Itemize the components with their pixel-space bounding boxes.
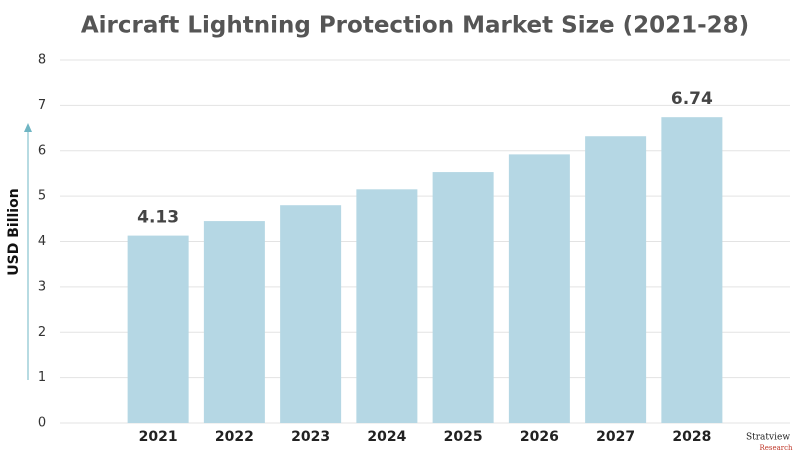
bar — [508, 154, 570, 423]
value-label: 6.74 — [671, 89, 713, 109]
x-tick-label: 2021 — [139, 429, 178, 445]
value-label: 4.13 — [137, 208, 179, 228]
bar — [280, 205, 342, 423]
y-tick-label: 5 — [38, 189, 46, 204]
axis-arrowhead — [24, 123, 32, 132]
y-tick-label: 4 — [38, 234, 46, 249]
chart-title: Aircraft Lightning Protection Market Siz… — [81, 13, 749, 39]
x-tick-label: 2025 — [444, 429, 483, 445]
y-tick-label: 3 — [38, 279, 46, 294]
x-tick-label: 2028 — [672, 429, 711, 445]
x-tick-label: 2026 — [520, 429, 559, 445]
y-tick-label: 7 — [38, 98, 46, 113]
x-tick-label: 2027 — [596, 429, 635, 445]
bar — [432, 172, 494, 423]
bar — [203, 221, 265, 423]
bar — [356, 189, 418, 423]
y-tick-label: 6 — [38, 143, 46, 158]
bar — [585, 136, 647, 424]
y-tick-label: 2 — [38, 325, 46, 340]
y-tick-label: 0 — [38, 416, 46, 431]
x-tick-label: 2024 — [367, 429, 406, 445]
y-tick-label: 1 — [38, 370, 46, 385]
x-tick-label: 2022 — [215, 429, 254, 445]
bar — [127, 235, 189, 423]
logo-text: Stratview — [746, 433, 790, 443]
y-tick-label: 8 — [38, 53, 46, 68]
bar — [661, 117, 723, 424]
y-axis-label: USD Billion — [6, 188, 22, 275]
logo-text: Research — [759, 444, 793, 452]
x-tick-label: 2023 — [291, 429, 330, 445]
